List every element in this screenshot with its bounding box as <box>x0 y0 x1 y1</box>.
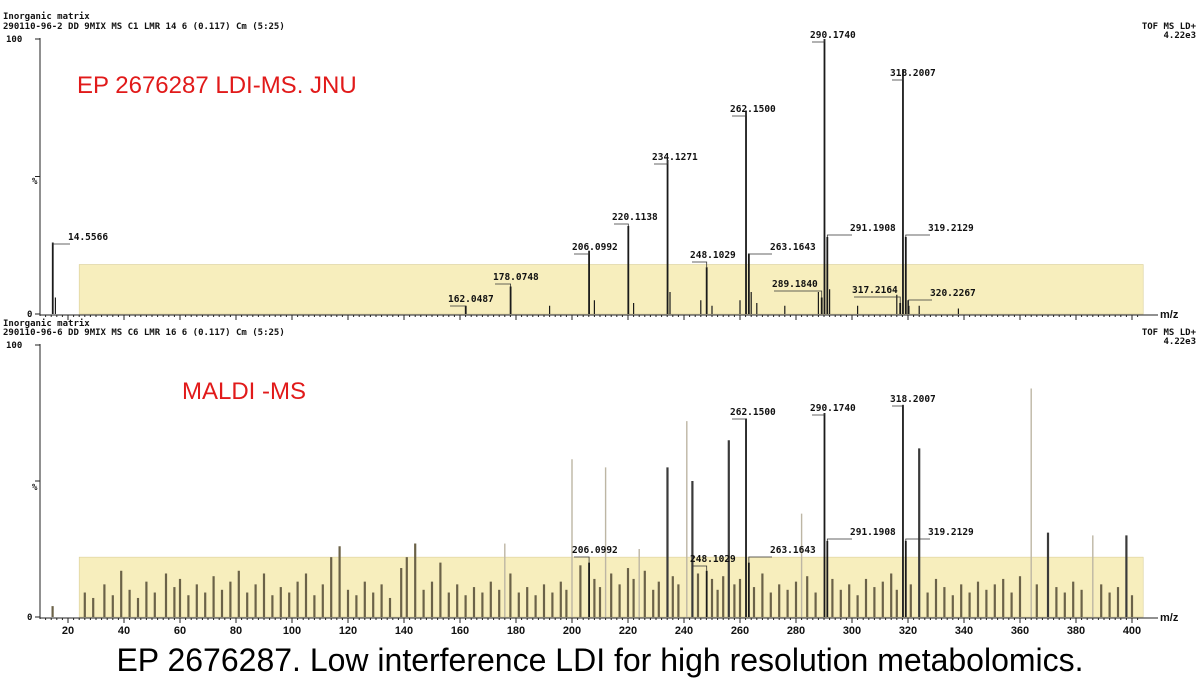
peak-label-leader <box>654 160 668 165</box>
panel2-ytick-100: 100 <box>6 341 22 351</box>
panel1-title: Inorganic matrix <box>3 11 90 22</box>
x-tick-label: 20 <box>62 625 74 637</box>
peak-label-leader <box>812 413 825 416</box>
peak-label: 263.1643 <box>770 545 816 556</box>
peak-label: 319.2129 <box>928 527 974 538</box>
peak-label-leader <box>826 538 852 541</box>
peak-label: 162.0487 <box>448 294 494 305</box>
x-tick-label: 80 <box>230 625 242 637</box>
plot-layer-1 <box>35 38 1158 320</box>
panel2-title: Inorganic matrix <box>3 318 90 329</box>
peak-label: 262.1500 <box>730 104 776 115</box>
peak-label: 248.1029 <box>690 250 736 261</box>
panel2-ytick-0: 0 <box>27 613 32 623</box>
panel2-xlabel: m/z <box>1160 612 1179 624</box>
peak-label: 318.2007 <box>890 68 936 79</box>
peak-label: 262.1500 <box>730 407 776 418</box>
x-tick-label: 280 <box>787 625 805 637</box>
peak-label: 178.0748 <box>493 272 539 283</box>
maldi-ms-spectrum-panel: Inorganic matrix 290110-96-6 DD 9MIX MS … <box>3 318 1197 637</box>
panel1-ytick-percent: % <box>32 177 38 187</box>
peak-label: 317.2164 <box>852 285 898 296</box>
x-tick-label: 380 <box>1067 625 1085 637</box>
peak-label-leader <box>732 110 747 117</box>
peak-label: 14.5566 <box>68 232 108 243</box>
peak-label: 289.1840 <box>772 279 818 290</box>
panel1-ytick-100: 100 <box>6 35 22 45</box>
x-tick-label: 100 <box>283 625 301 637</box>
x-tick-label: 160 <box>451 625 469 637</box>
panel1-intensity-label: 4.22e3 <box>1163 31 1196 41</box>
peak-label-leader <box>748 556 772 563</box>
peak-label: 290.1740 <box>810 403 856 414</box>
panel2-mode-label: TOF MS LD+ <box>1142 328 1197 338</box>
peak-label-leader <box>52 242 70 245</box>
x-tick-label: 180 <box>507 625 525 637</box>
panel1-ytick-0: 0 <box>27 310 32 320</box>
highlight-region <box>78 264 1144 315</box>
peak-label-leader <box>905 538 930 541</box>
peak-label: 291.1908 <box>850 527 896 538</box>
plot-layer-2 <box>35 344 1158 623</box>
x-tick-label: 120 <box>339 625 357 637</box>
peak-label: 206.0992 <box>572 242 618 253</box>
x-tick-label: 40 <box>118 625 130 637</box>
x-tick-label: 360 <box>1011 625 1029 637</box>
peak-label-leader <box>812 39 825 43</box>
panel1-annotation: EP 2676287 LDI-MS. JNU <box>77 72 357 99</box>
peak-label: 263.1643 <box>770 242 816 253</box>
x-tick-label: 400 <box>1123 625 1141 637</box>
peak-label-leader <box>732 418 747 420</box>
peak-label: 291.1908 <box>850 223 896 234</box>
panel1-xlabel: m/z <box>1160 309 1179 321</box>
ldi-ms-spectrum-panel: Inorganic matrix 290110-96-2 DD 9MIX MS … <box>3 11 1197 321</box>
panel2-ytick-percent: % <box>32 483 38 493</box>
x-tick-label: 240 <box>675 625 693 637</box>
panel2-annotation: MALDI -MS <box>182 378 306 405</box>
peak-label: 220.1138 <box>612 212 658 223</box>
peak-label: 290.1740 <box>810 30 856 41</box>
peak-label: 206.0992 <box>572 545 618 556</box>
peak-label: 319.2129 <box>928 223 974 234</box>
peak-label-leader <box>854 296 901 303</box>
peak-label: 248.1029 <box>690 554 736 565</box>
peak-label-leader <box>892 404 904 407</box>
peak-label-leader <box>908 299 932 306</box>
peak-label-leader <box>574 556 590 563</box>
peak-label-leader <box>614 223 629 226</box>
peak-label-leader <box>905 234 930 237</box>
peak-label-leader <box>826 234 852 237</box>
peak-label: 234.1271 <box>652 152 698 163</box>
panel2-subtitle: 290110-96-6 DD 9MIX MS C6 LMR 16 6 (0.11… <box>3 328 285 338</box>
peak-label-leader <box>495 283 512 287</box>
x-tick-label: 340 <box>955 625 973 637</box>
x-tick-label: 220 <box>619 625 637 637</box>
peak-label: 320.2267 <box>930 288 976 299</box>
panel1-mode-label: TOF MS LD+ <box>1142 22 1197 32</box>
peak-label-leader <box>692 261 708 268</box>
peak-label-leader <box>774 290 823 298</box>
peak-label-leader <box>748 253 772 255</box>
x-tick-label: 260 <box>731 625 749 637</box>
x-tick-label: 300 <box>843 625 861 637</box>
peak-label: 318.2007 <box>890 394 936 405</box>
x-tick-label: 60 <box>174 625 186 637</box>
figure-caption: EP 2676287. Low interference LDI for hig… <box>116 642 1084 678</box>
x-tick-label: 140 <box>395 625 413 637</box>
panel1-subtitle: 290110-96-2 DD 9MIX MS C1 LMR 14 6 (0.11… <box>3 22 285 32</box>
peak-label-leader <box>574 250 590 255</box>
panel2-intensity-label: 4.22e3 <box>1163 337 1196 347</box>
peak-label-leader <box>692 565 708 571</box>
x-tick-label: 200 <box>563 625 581 637</box>
x-tick-label: 320 <box>899 625 917 637</box>
peak-label-leader <box>892 69 904 81</box>
